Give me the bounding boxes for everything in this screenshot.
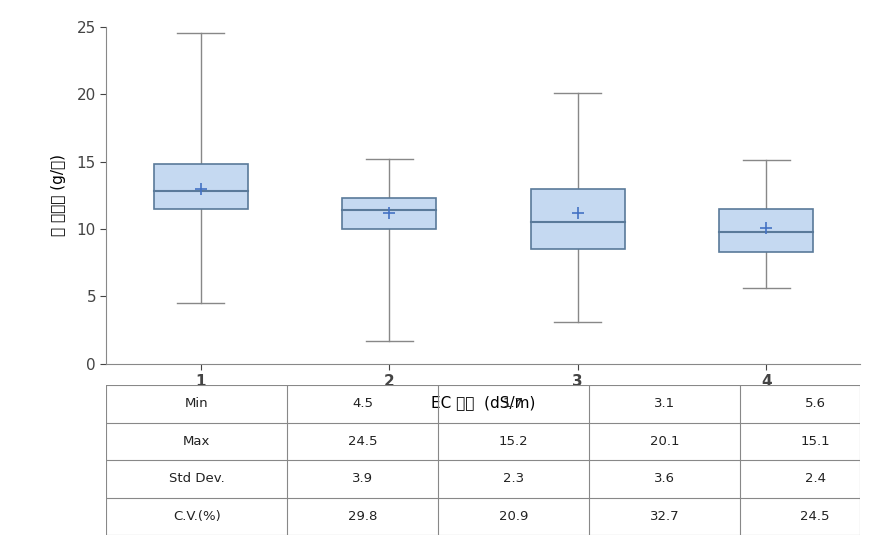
Text: C.V.(%): C.V.(%) [173,510,221,523]
FancyBboxPatch shape [342,198,436,229]
FancyBboxPatch shape [719,209,812,252]
Text: 1.7: 1.7 [502,398,524,410]
Text: Std Dev.: Std Dev. [169,472,224,485]
Text: 29.8: 29.8 [347,510,377,523]
Text: 3.6: 3.6 [653,472,674,485]
Text: 3.9: 3.9 [352,472,373,485]
Text: Min: Min [185,398,208,410]
Y-axis label: 총 생체중 (g/주): 총 생체중 (g/주) [51,154,66,236]
Text: 5.6: 5.6 [804,398,825,410]
Text: 24.5: 24.5 [347,435,377,448]
Text: 20.1: 20.1 [649,435,679,448]
Text: 2.4: 2.4 [804,472,825,485]
Text: 24.5: 24.5 [799,510,829,523]
Text: 15.2: 15.2 [498,435,528,448]
Text: 2.3: 2.3 [502,472,524,485]
Text: 20.9: 20.9 [498,510,528,523]
Text: 3.1: 3.1 [653,398,674,410]
FancyBboxPatch shape [530,188,624,249]
Text: Max: Max [183,435,210,448]
FancyBboxPatch shape [153,164,247,209]
Text: 4.5: 4.5 [352,398,373,410]
Text: 15.1: 15.1 [799,435,829,448]
Text: 32.7: 32.7 [649,510,679,523]
X-axis label: EC 농도  (dS/m): EC 농도 (dS/m) [431,395,535,410]
